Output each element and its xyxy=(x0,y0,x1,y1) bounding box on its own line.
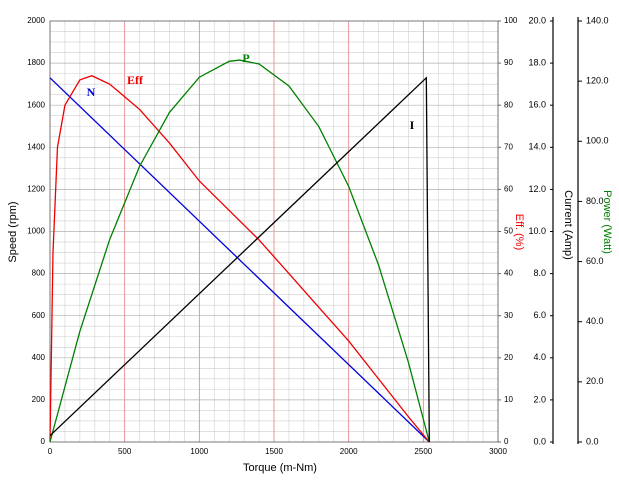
x-tick-label: 1500 xyxy=(265,447,283,456)
series-label: I xyxy=(410,118,415,132)
y-tick-label: 2000 xyxy=(27,16,45,25)
y4-tick-label: 60.0 xyxy=(586,256,604,266)
x-tick-label: 2000 xyxy=(340,447,358,456)
y-tick-label: 1000 xyxy=(27,227,45,236)
y4-tick-label: 40.0 xyxy=(586,316,604,326)
series-label: P xyxy=(242,51,249,65)
y2-tick-label: 10 xyxy=(504,395,513,404)
x-axis-title: Torque (m-Nm) xyxy=(243,462,317,474)
y-tick-label: 200 xyxy=(32,395,46,404)
y4-tick-label: 140.0 xyxy=(586,15,609,25)
y4-tick-label: 120.0 xyxy=(586,76,609,86)
y3-tick-label: 18.0 xyxy=(528,57,546,67)
y2-tick-label: 100 xyxy=(504,16,518,25)
y4-tick-label: 100.0 xyxy=(586,136,609,146)
y-tick-label: 0 xyxy=(41,437,46,446)
y2-tick-label: 70 xyxy=(504,142,513,151)
y2-tick-label: 50 xyxy=(504,227,513,236)
series-line xyxy=(49,59,430,443)
y3-tick-label: 14.0 xyxy=(528,142,546,152)
y2-tick-label: 0 xyxy=(504,437,509,446)
y4-tick-label: 20.0 xyxy=(586,376,604,386)
y3-tick-label: 2.0 xyxy=(533,394,546,404)
x-tick-label: 1000 xyxy=(190,447,208,456)
y2-tick-label: 90 xyxy=(504,58,513,67)
y-tick-label: 1400 xyxy=(27,142,45,151)
y3-tick-label: 0.0 xyxy=(533,436,546,446)
y3-tick-label: 10.0 xyxy=(528,226,546,236)
y-tick-label: 600 xyxy=(32,311,46,320)
y4-tick-label: 80.0 xyxy=(586,196,604,206)
y4-tick-label: 0.0 xyxy=(586,436,599,446)
y-tick-label: 1800 xyxy=(27,58,45,67)
series-line xyxy=(49,77,430,443)
series-label: Eff xyxy=(127,73,144,87)
series-label: N xyxy=(87,85,96,99)
y3-tick-label: 12.0 xyxy=(528,184,546,194)
y-tick-label: 1600 xyxy=(27,100,45,109)
x-tick-label: 2500 xyxy=(414,447,432,456)
y2-tick-label: 60 xyxy=(504,185,513,194)
y3-tick-label: 4.0 xyxy=(533,352,546,362)
y3-tick-label: 20.0 xyxy=(528,15,546,25)
y2-tick-label: 80 xyxy=(504,100,513,109)
y2-tick-label: 40 xyxy=(504,269,513,278)
series-line xyxy=(49,76,430,443)
y3-tick-label: 8.0 xyxy=(533,268,546,278)
y-axis-title: Speed (rpm) xyxy=(7,201,19,262)
y2-tick-label: 30 xyxy=(504,311,513,320)
series-line xyxy=(49,75,430,443)
x-tick-label: 500 xyxy=(118,447,132,456)
y3-tick-label: 6.0 xyxy=(533,310,546,320)
y-tick-label: 800 xyxy=(32,269,46,278)
y2-tick-label: 20 xyxy=(504,353,513,362)
y2-axis-title: Eff. (%) xyxy=(513,214,525,250)
y3-tick-label: 16.0 xyxy=(528,100,546,110)
x-tick-label: 0 xyxy=(48,447,53,456)
x-tick-label: 3000 xyxy=(489,447,507,456)
y-tick-label: 1200 xyxy=(27,185,45,194)
y3-axis-title: Current (Amp) xyxy=(562,190,574,260)
y-tick-label: 400 xyxy=(32,353,46,362)
y4-axis-title: Power (Watt) xyxy=(601,190,613,254)
